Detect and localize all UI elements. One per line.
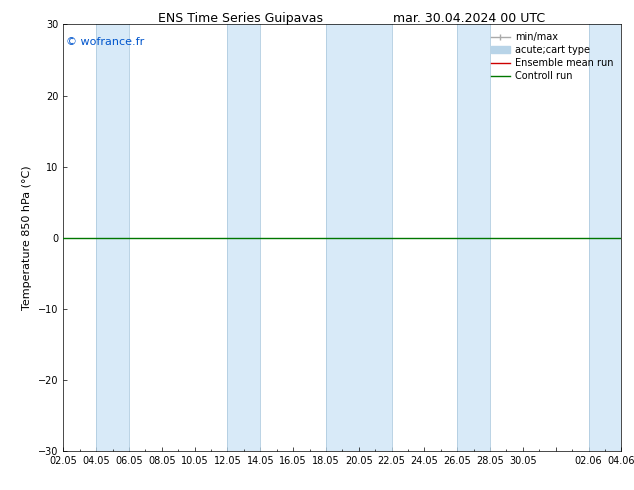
Text: mar. 30.04.2024 00 UTC: mar. 30.04.2024 00 UTC — [393, 12, 545, 25]
Bar — [588, 24, 621, 451]
Bar — [457, 24, 490, 451]
Y-axis label: Temperature 850 hPa (°C): Temperature 850 hPa (°C) — [22, 165, 32, 310]
Bar — [228, 24, 261, 451]
Legend: min/max, acute;cart type, Ensemble mean run, Controll run: min/max, acute;cart type, Ensemble mean … — [488, 29, 616, 84]
Text: ENS Time Series Guipavas: ENS Time Series Guipavas — [158, 12, 323, 25]
Text: © wofrance.fr: © wofrance.fr — [66, 37, 145, 48]
Bar — [96, 24, 129, 451]
Bar — [326, 24, 392, 451]
